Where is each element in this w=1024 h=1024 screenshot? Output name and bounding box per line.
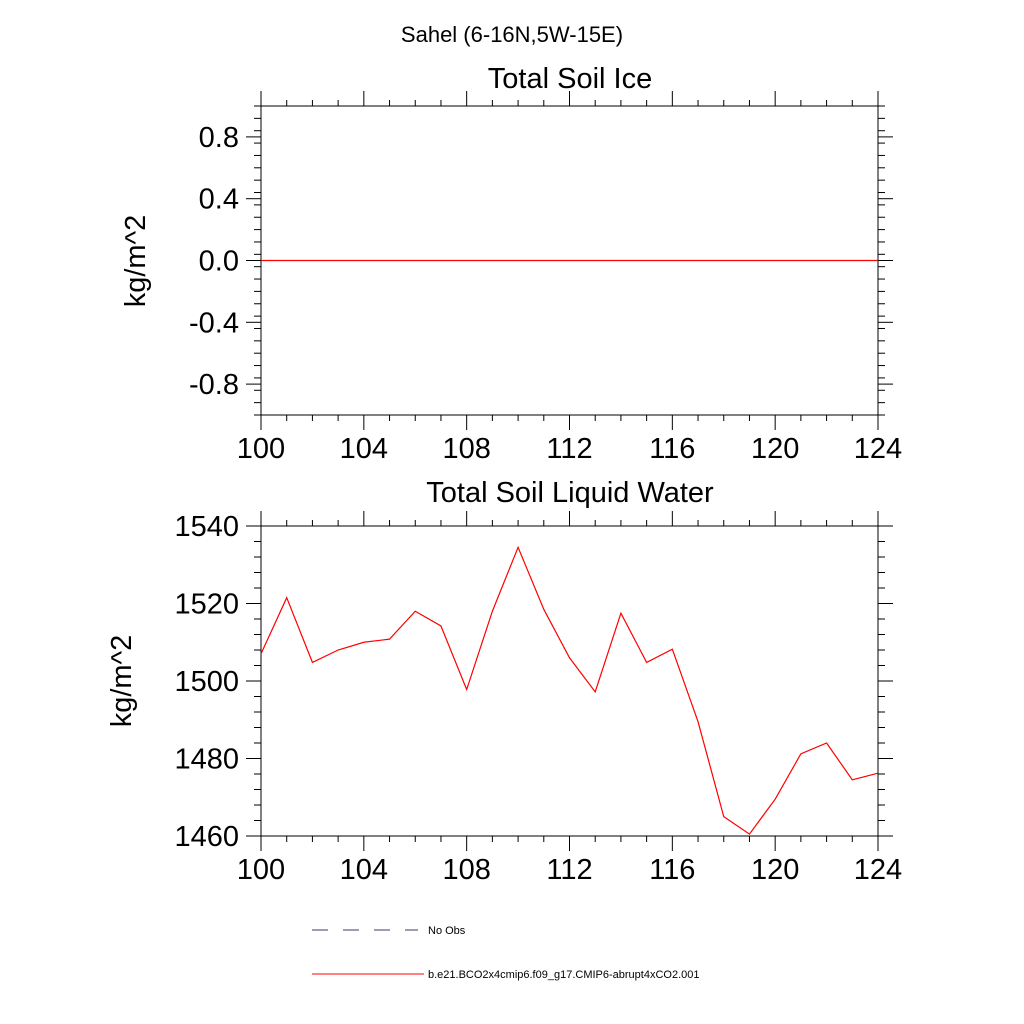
panel-title-soil-ice: Total Soil Ice (488, 63, 652, 95)
panel-title-soil-liquid-water: Total Soil Liquid Water (426, 477, 714, 509)
x-tick-label-soil-liquid-water: 104 (340, 854, 388, 886)
y-tick-label-soil-ice: -0.8 (189, 369, 239, 401)
y-tick-label-soil-ice: 0.8 (199, 122, 239, 154)
x-tick-label-soil-ice: 120 (751, 433, 799, 465)
y-tick-label-soil-ice: 0.4 (199, 184, 239, 216)
x-tick-label-soil-ice: 100 (237, 433, 285, 465)
x-tick-label-soil-ice: 104 (340, 433, 388, 465)
x-tick-label-soil-liquid-water: 112 (546, 854, 592, 886)
y-tick-label-soil-liquid-water: 1500 (174, 666, 239, 698)
x-tick-label-soil-ice: 112 (546, 433, 592, 465)
x-tick-label-soil-liquid-water: 116 (649, 854, 695, 886)
y-tick-label-soil-ice: -0.4 (189, 307, 239, 339)
legend-label-no-obs: No Obs (428, 925, 466, 937)
x-tick-label-soil-liquid-water: 124 (854, 854, 902, 886)
x-tick-label-soil-liquid-water: 100 (237, 854, 285, 886)
y-tick-label-soil-ice: 0.0 (199, 246, 239, 278)
x-tick-label-soil-liquid-water: 120 (751, 854, 799, 886)
x-tick-label-soil-ice: 116 (649, 433, 695, 465)
y-axis-label-soil-liquid-water: kg/m^2 (106, 635, 138, 728)
y-tick-label-soil-liquid-water: 1520 (174, 589, 239, 621)
figure-suptitle: Sahel (6-16N,5W-15E) (401, 22, 623, 47)
legend: No Obs b.e21.BCO2x4cmip6.f09_g17.CMIP6-a… (312, 925, 700, 981)
y-tick-label-soil-liquid-water: 1540 (174, 511, 239, 543)
y-tick-label-soil-liquid-water: 1480 (174, 744, 239, 776)
y-tick-label-soil-liquid-water: 1460 (174, 821, 239, 853)
x-tick-label-soil-liquid-water: 108 (442, 854, 490, 886)
x-tick-label-soil-ice: 124 (854, 433, 902, 465)
panel-soil-liquid-water: Total Soil Liquid Water kg/m^2 100 104 108… (106, 477, 902, 886)
panel-soil-ice: Total Soil Ice kg/m^2 100 104 108 112 116 120… (120, 63, 902, 465)
y-axis-label-soil-ice: kg/m^2 (120, 215, 152, 308)
series-line-soil-liquid-water (260, 545, 879, 835)
series-soil-liquid-water (260, 545, 879, 835)
legend-label-model: b.e21.BCO2x4cmip6.f09_g17.CMIP6-abrupt4x… (428, 969, 700, 981)
ticks-soil-ice: 100 104 108 112 116 120 124 0.8 0.4 0.0 -0.4 -0.8 (189, 91, 902, 465)
ticks-soil-liquid-water: 100 104 108 112 116 120 124 1540 1520 1500 1480 146… (174, 511, 902, 886)
x-tick-label-soil-ice: 108 (442, 433, 490, 465)
plot-frame-soil-liquid-water (260, 525, 879, 837)
